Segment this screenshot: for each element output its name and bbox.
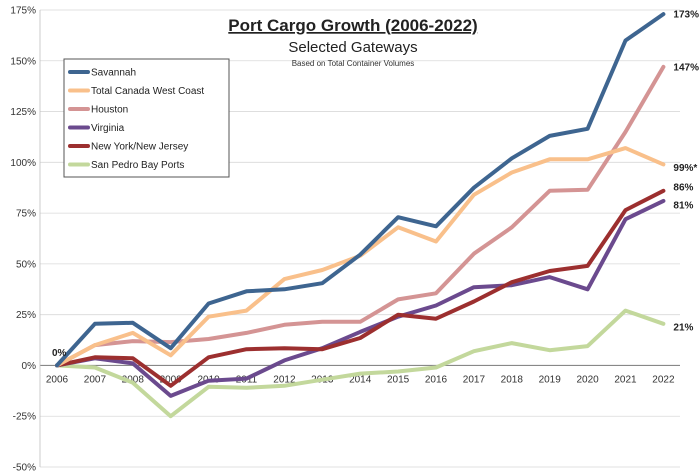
y-tick-label: 50% bbox=[16, 259, 36, 270]
y-tick-label: 125% bbox=[10, 107, 36, 118]
legend-box bbox=[63, 58, 230, 178]
legend: Savannah Total Canada West Coast Houston Vi… bbox=[63, 58, 230, 178]
x-tick-label: 2015 bbox=[387, 374, 410, 385]
series-line-san-pedro-bay-ports bbox=[55, 308, 666, 419]
x-tick-label: 2019 bbox=[539, 374, 562, 385]
y-tick-label: 100% bbox=[10, 158, 36, 169]
end-label: 21% bbox=[673, 322, 693, 333]
x-tick-label: 2006 bbox=[46, 374, 69, 385]
x-tick-label: 2017 bbox=[463, 374, 486, 385]
y-tick-label: -25% bbox=[13, 412, 36, 423]
legend-label: Virginia bbox=[91, 123, 125, 134]
chart-title: Port Cargo Growth (2006-2022) bbox=[228, 16, 477, 35]
y-tick-label: 175% bbox=[10, 6, 36, 17]
series-lines bbox=[55, 12, 666, 419]
x-tick-label: 2022 bbox=[652, 374, 675, 385]
end-label: 99%* bbox=[673, 163, 697, 174]
x-axis-ticks: 2006 2007 2008 2009 2010 2011 2012 2013 2014 2015… bbox=[46, 374, 675, 385]
end-label: 86% bbox=[673, 182, 693, 193]
y-tick-label: -50% bbox=[13, 463, 36, 473]
y-tick-label: 75% bbox=[16, 209, 36, 220]
y-axis-ticks: -50% -25% 0% 25% 50% 75% 100% 125% 150% 175% bbox=[10, 6, 36, 473]
y-tick-label: 25% bbox=[16, 310, 36, 321]
x-tick-label: 2012 bbox=[273, 374, 296, 385]
end-label: 81% bbox=[673, 200, 693, 211]
series-line-virginia bbox=[55, 198, 666, 398]
x-tick-label: 2020 bbox=[576, 374, 599, 385]
x-tick-label: 2014 bbox=[349, 374, 372, 385]
chart-note: Based on Total Container Volumes bbox=[292, 59, 415, 68]
start-label: 0% bbox=[52, 348, 67, 359]
legend-label: Houston bbox=[91, 105, 128, 116]
series-line-new-york-new-jersey bbox=[55, 188, 666, 388]
x-tick-label: 2008 bbox=[122, 374, 145, 385]
end-label: 147% bbox=[673, 62, 699, 73]
legend-label: New York/New Jersey bbox=[91, 142, 188, 153]
y-tick-label: 0% bbox=[22, 361, 37, 372]
chart-subtitle: Selected Gateways bbox=[288, 39, 417, 56]
end-label: 173% bbox=[673, 10, 699, 21]
x-tick-label: 2016 bbox=[425, 374, 448, 385]
x-tick-label: 2007 bbox=[84, 374, 107, 385]
legend-label: Total Canada West Coast bbox=[91, 86, 204, 97]
series-line-savannah bbox=[55, 12, 666, 368]
end-labels: 173% 99%* 147% 81% 86% 21% bbox=[673, 10, 699, 334]
y-tick-label: 150% bbox=[10, 56, 36, 67]
legend-label: Savannah bbox=[91, 68, 136, 79]
x-tick-label: 2018 bbox=[501, 374, 524, 385]
legend-label: San Pedro Bay Ports bbox=[91, 160, 184, 171]
x-tick-label: 2021 bbox=[614, 374, 637, 385]
x-tick-label: 2009 bbox=[160, 374, 183, 385]
